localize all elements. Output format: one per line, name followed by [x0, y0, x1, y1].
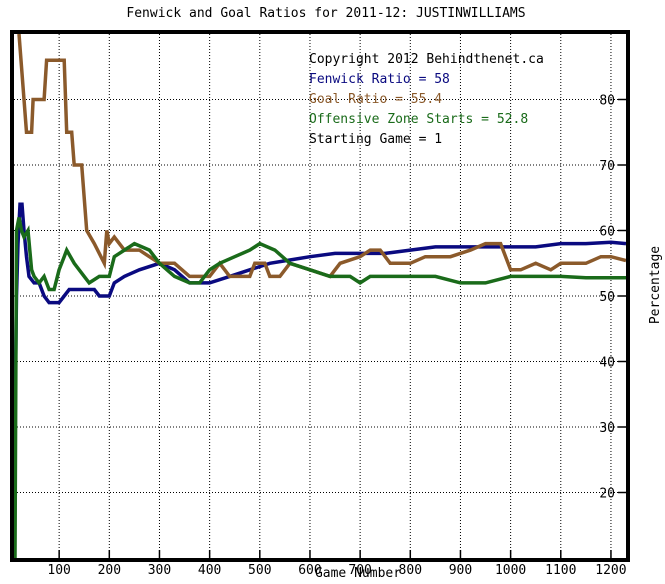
x-tick-label: 600	[298, 563, 321, 578]
annotation-layer: Copyright 2012 Behindthenet.ca Fenwick Ra…	[309, 52, 544, 147]
annotation-text: Goal Ratio = 55.4	[309, 92, 442, 107]
x-tick-label: 800	[399, 563, 422, 578]
tick-layer: 100 200 300 400 500 600 700 800 900 1000 1100 1200 2…	[47, 94, 626, 579]
chart-title: Fenwick and Goal Ratios for 2011-12: JUS…	[126, 6, 525, 21]
grid-layer	[14, 34, 626, 558]
series-layer	[13, 33, 627, 559]
x-tick-label: 300	[148, 563, 171, 578]
x-tick-label: 1200	[595, 563, 626, 578]
y-axis-label: Percentage	[648, 246, 663, 324]
x-tick-label: 100	[47, 563, 70, 578]
annotation-text: Starting Game = 1	[309, 132, 442, 147]
series-line-1	[17, 33, 627, 279]
y-tick-label: 70	[599, 159, 615, 174]
y-tick-label: 20	[599, 487, 615, 502]
series-line-0	[13, 202, 627, 414]
y-tick-label: 30	[599, 421, 615, 436]
x-axis-label: Game Number	[315, 566, 401, 580]
y-tick-label: 50	[599, 290, 615, 305]
y-tick-label: 80	[599, 94, 615, 109]
x-tick-label: 1000	[495, 563, 526, 578]
annotation-text: Fenwick Ratio = 58	[309, 72, 450, 87]
x-tick-label: 200	[98, 563, 121, 578]
y-tick-label: 40	[599, 356, 615, 371]
plot-frame	[10, 30, 630, 562]
x-tick-label: 400	[198, 563, 221, 578]
y-tick-label: 60	[599, 225, 615, 240]
x-tick-label: 500	[248, 563, 271, 578]
annotation-text: Copyright 2012 Behindthenet.ca	[309, 52, 544, 67]
x-tick-label: 700	[348, 563, 371, 578]
x-tick-label: 900	[449, 563, 472, 578]
annotation-text: Offensive Zone Starts = 52.8	[309, 112, 528, 127]
series-line-2	[13, 217, 626, 559]
x-tick-label: 1100	[545, 563, 576, 578]
